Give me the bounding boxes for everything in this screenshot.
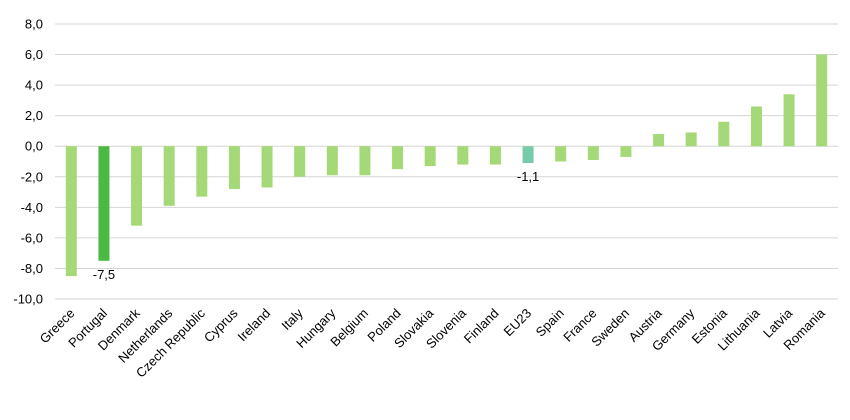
data-labels: -7,5 -1,1 [93, 169, 540, 282]
bar-romania [816, 54, 828, 147]
bar-estonia [718, 121, 730, 147]
bar-netherlands [163, 146, 175, 206]
y-tick-label: 8,0 [25, 17, 43, 32]
y-tick-label: 0,0 [25, 139, 43, 154]
bar-germany [685, 132, 697, 147]
y-tick-label: 4,0 [25, 78, 43, 93]
y-tick-label: 2,0 [25, 108, 43, 123]
bar-greece [65, 146, 77, 277]
bar-france [587, 146, 599, 160]
bar-spain [555, 146, 567, 162]
y-tick-label: -10,0 [13, 292, 43, 307]
y-tick-label: -6,0 [21, 230, 43, 245]
y-tick-label: -2,0 [21, 169, 43, 184]
bar-czech-republic [196, 146, 208, 197]
bar-latvia [783, 94, 795, 147]
bar-lithuania [750, 106, 762, 147]
bar-eu23 [522, 146, 534, 164]
bar-cyprus [228, 146, 240, 189]
category-label: Finland [461, 306, 502, 347]
bar-sweden [620, 146, 632, 157]
data-label-eu23: -1,1 [517, 169, 539, 184]
y-tick-label: -8,0 [21, 261, 43, 276]
y-tick-label: -4,0 [21, 200, 43, 215]
bars [65, 54, 828, 277]
bar-italy [294, 146, 306, 177]
bar-belgium [359, 146, 371, 176]
y-tick-label: 6,0 [25, 47, 43, 62]
category-label: EU23 [501, 306, 535, 340]
bar-ireland [261, 146, 273, 188]
category-label: Cyprus [201, 305, 241, 345]
data-label-portugal: -7,5 [93, 267, 115, 282]
bar-slovakia [424, 146, 436, 167]
bar-finland [489, 146, 501, 165]
category-label: Italy [278, 305, 306, 333]
bar-portugal [98, 146, 110, 261]
gridlines [55, 23, 838, 300]
y-axis-tick-labels: 8,0 6,0 4,0 2,0 0,0 -2,0 -4,0 -6,0 -8,0 -10,0 [13, 17, 43, 307]
bar-austria [653, 134, 665, 147]
bar-hungary [326, 146, 338, 176]
category-label: Ireland [234, 306, 273, 345]
bar-denmark [131, 146, 143, 226]
bar-slovenia [457, 146, 469, 165]
bar-poland [392, 146, 404, 170]
